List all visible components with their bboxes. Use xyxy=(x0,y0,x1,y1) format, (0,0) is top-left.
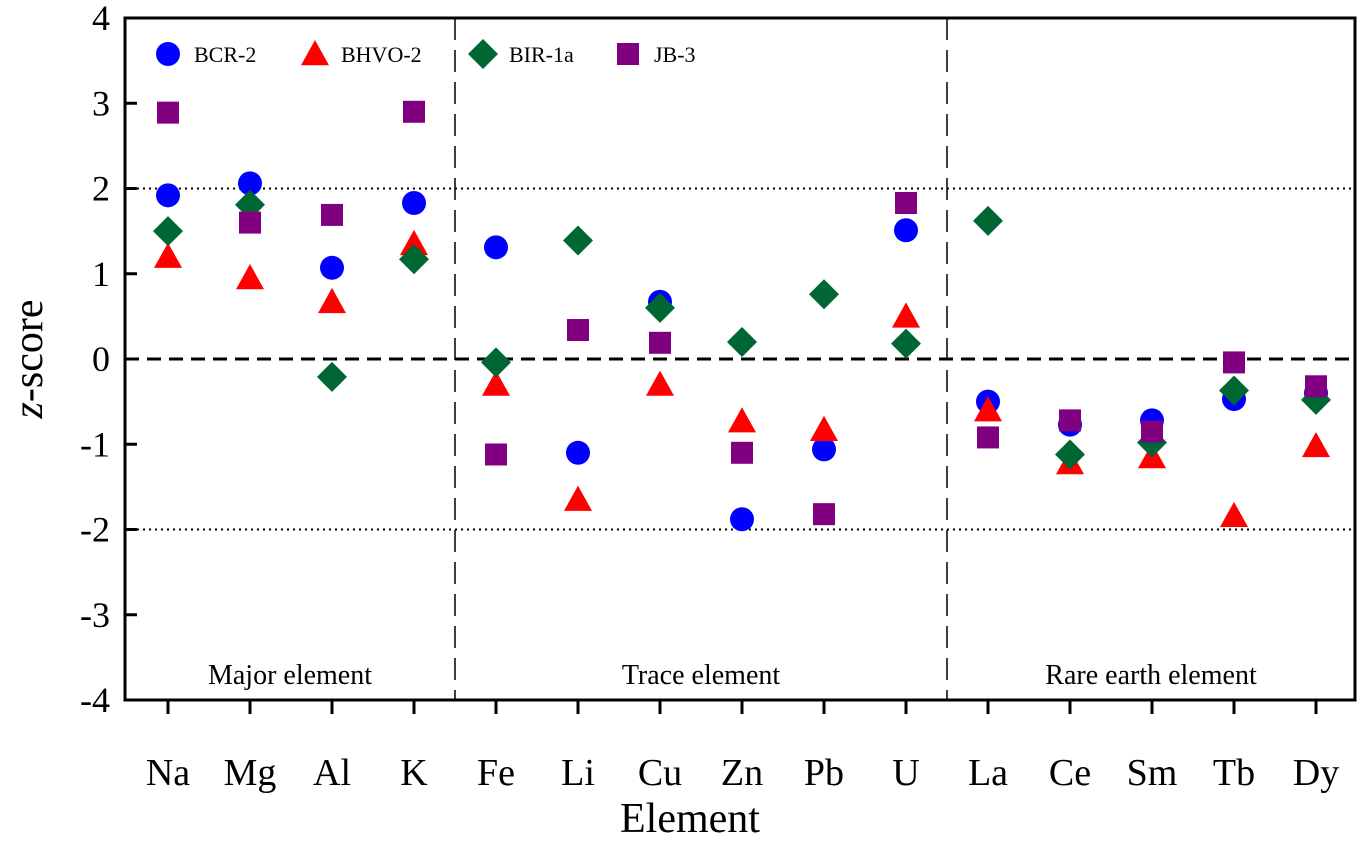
x-tick-label: Sm xyxy=(1127,752,1178,794)
x-tick-label: Ce xyxy=(1049,752,1091,794)
x-tick-label: U xyxy=(892,752,919,794)
x-tick-label: K xyxy=(400,752,428,794)
point-bhvo-2-cu xyxy=(646,370,674,396)
point-jb-3-zn xyxy=(731,441,753,464)
y-axis-title-rest: -score xyxy=(6,300,52,403)
point-bcr-2-na xyxy=(156,183,180,208)
point-bir-1a-li xyxy=(563,225,593,256)
point-bir-1a-ce xyxy=(1055,439,1085,470)
x-tick-label: Pb xyxy=(804,752,844,794)
x-tick-label: Li xyxy=(561,752,595,794)
legend-label: BCR-2 xyxy=(194,42,256,67)
point-bcr-2-mg xyxy=(238,171,262,196)
group-labels: Major element Trace element Rare earth ele… xyxy=(208,660,1257,691)
y-tick-label: 1 xyxy=(92,254,110,294)
x-tick-label: Na xyxy=(146,752,190,794)
point-bcr-2-pb xyxy=(812,437,836,462)
point-jb-3-li xyxy=(567,319,589,342)
point-bcr-2-k xyxy=(402,190,426,215)
x-tick-label: Fe xyxy=(477,752,515,794)
y-tick-label: 3 xyxy=(92,83,110,123)
x-tick-label: Mg xyxy=(224,752,277,794)
point-bir-1a-u xyxy=(891,328,921,359)
point-bcr-2-u xyxy=(894,218,918,243)
y-tick-label: -1 xyxy=(80,424,110,464)
point-jb-3-fe xyxy=(485,443,507,466)
point-bhvo-2-dy xyxy=(1302,431,1330,458)
data-markers xyxy=(153,100,1331,532)
y-tick-label: 2 xyxy=(92,169,110,209)
point-bcr-2-zn xyxy=(730,507,754,532)
point-bir-1a-la xyxy=(973,205,1003,236)
point-bir-1a-fe xyxy=(481,347,511,378)
x-tick-label: Cu xyxy=(638,752,682,794)
x-tick-label: Zn xyxy=(721,752,763,794)
point-bir-1a-tb xyxy=(1219,375,1249,406)
group-dividers xyxy=(454,18,948,700)
point-jb-3-al xyxy=(321,203,343,226)
x-tick-label: Tb xyxy=(1213,752,1255,794)
point-jb-3-k xyxy=(403,100,425,123)
point-bir-1a-na xyxy=(153,216,183,247)
x-axis: Na Mg Al K Fe Li Cu Zn Pb U La Ce Sm Tb Dy xyxy=(146,700,1339,794)
group-label: Rare earth element xyxy=(1045,660,1257,691)
point-jb-3-u xyxy=(895,191,917,214)
point-jb-3-ce xyxy=(1059,409,1081,432)
point-bhvo-2-k xyxy=(400,229,428,256)
legend-label: JB-3 xyxy=(654,42,696,67)
x-tick-label: Dy xyxy=(1293,752,1339,794)
y-axis-title: z-score xyxy=(6,300,52,420)
point-bhvo-2-pb xyxy=(810,415,838,441)
group-label: Trace element xyxy=(622,660,781,691)
x-axis-title: Element xyxy=(620,796,760,839)
point-jb-3-pb xyxy=(813,503,835,526)
reference-lines xyxy=(125,187,1355,531)
point-jb-3-dy xyxy=(1305,375,1327,398)
y-tick-label: -4 xyxy=(80,680,110,720)
point-jb-3-la xyxy=(977,426,999,449)
point-bhvo-2-zn xyxy=(728,407,756,433)
point-bhvo-2-na xyxy=(154,242,182,268)
legend-marker-bhvo-2 xyxy=(301,40,329,66)
x-tick-label: Al xyxy=(313,752,351,794)
y-tick-label: 4 xyxy=(92,0,110,38)
legend-marker-jb-3 xyxy=(617,43,639,65)
point-bhvo-2-mg xyxy=(236,264,264,290)
legend: BCR-2 BHVO-2 BIR-1a JB-3 xyxy=(156,39,696,69)
legend-label: BIR-1a xyxy=(509,42,574,67)
point-bhvo-2-la xyxy=(974,396,1002,422)
point-bcr-2-fe xyxy=(484,235,508,260)
point-bhvo-2-al xyxy=(318,287,346,314)
y-axis-title-italic: z xyxy=(6,402,52,419)
point-jb-3-na xyxy=(157,101,179,124)
point-jb-3-sm xyxy=(1141,420,1163,443)
point-bcr-2-li xyxy=(566,440,590,465)
point-jb-3-tb xyxy=(1223,351,1245,374)
x-tick-label: La xyxy=(968,752,1008,794)
point-jb-3-mg xyxy=(239,211,261,234)
y-tick-label: 0 xyxy=(92,339,110,379)
point-bir-1a-pb xyxy=(809,279,839,310)
point-bhvo-2-li xyxy=(564,485,592,511)
legend-marker-bir-1a xyxy=(468,39,498,69)
legend-label: BHVO-2 xyxy=(341,42,422,67)
point-bir-1a-k xyxy=(399,244,429,275)
point-bir-1a-zn xyxy=(727,326,757,357)
y-tick-label: -2 xyxy=(80,510,110,550)
legend-marker-bcr-2 xyxy=(156,42,180,66)
group-label: Major element xyxy=(208,660,372,691)
y-axis: 4 3 2 1 0 -1 -2 -3 -4 xyxy=(80,0,137,720)
point-bhvo-2-fe xyxy=(482,370,510,396)
point-jb-3-cu xyxy=(649,331,671,354)
point-bcr-2-al xyxy=(320,255,344,280)
point-bir-1a-al xyxy=(317,361,347,392)
point-bhvo-2-tb xyxy=(1220,501,1248,528)
point-bhvo-2-u xyxy=(892,302,920,328)
y-tick-label: -3 xyxy=(80,595,110,635)
point-bir-1a-cu xyxy=(645,292,675,323)
